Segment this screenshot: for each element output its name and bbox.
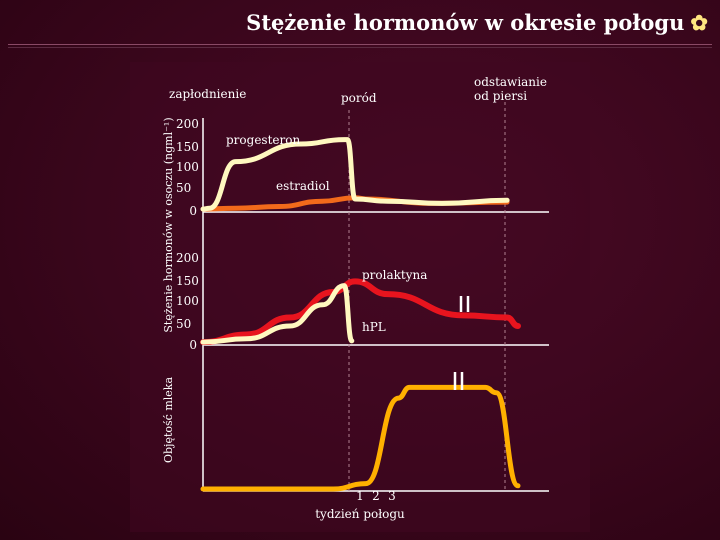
annotation-weaning-line2: od piersi <box>474 89 527 103</box>
series-label: prolaktyna <box>362 268 427 282</box>
chart-panel <box>130 62 590 532</box>
y-tick-label: 200 <box>176 117 199 131</box>
series-label: estradiol <box>276 179 330 193</box>
x-tick-label: 1 <box>356 489 364 503</box>
page-title: Stężenie hormonów w okresie połogu ✿ <box>246 10 708 35</box>
y-tick-label: 100 <box>176 160 199 174</box>
title-divider <box>8 44 712 45</box>
series-labels: progesteron estradiol prolaktyna hPL <box>226 133 427 334</box>
x-tick-label: 2 <box>372 489 380 503</box>
series-line-hpl <box>200 283 355 345</box>
series-label: hPL <box>362 320 386 334</box>
gear-icon: ✿ <box>690 10 708 35</box>
y-tick-label: 150 <box>176 274 199 288</box>
y-axis-label-milk: Objętość mleka <box>162 377 175 463</box>
y-tick-label: 100 <box>176 294 199 308</box>
series-line-prolaktyna <box>200 278 521 346</box>
y-tick-label: 150 <box>176 140 199 154</box>
series-line-objętość-mleka <box>200 384 521 492</box>
series-line-progesteron <box>200 137 510 212</box>
x-tick-label: 3 <box>388 489 396 503</box>
series-label: progesteron <box>226 133 300 147</box>
series-layer <box>200 137 521 492</box>
y-axis-label-hormones: Stężenie hormonów w osoczu (ngml⁻¹) <box>162 117 175 332</box>
y-tick-label: 0 <box>189 204 197 218</box>
y-tick-label: 200 <box>176 251 199 265</box>
title-divider-secondary <box>8 47 712 48</box>
y-tick-label: 0 <box>189 338 197 352</box>
y-ticks-middle: 200 150 100 50 0 <box>176 251 199 352</box>
annotation-birth: poród <box>341 91 377 105</box>
y-ticks-top: 200 150 100 50 0 <box>176 117 199 218</box>
title-bar: Stężenie hormonów w okresie połogu ✿ <box>0 0 720 48</box>
y-tick-label: 50 <box>176 181 191 195</box>
x-axis-label: tydzień połogu <box>315 507 405 521</box>
y-tick-label: 50 <box>176 317 191 331</box>
page-title-text: Stężenie hormonów w okresie połogu <box>246 10 685 35</box>
annotation-weaning-line1: odstawianie <box>474 75 547 89</box>
axis-break-marks <box>453 296 470 390</box>
annotation-conception: zapłodnienie <box>169 87 246 101</box>
